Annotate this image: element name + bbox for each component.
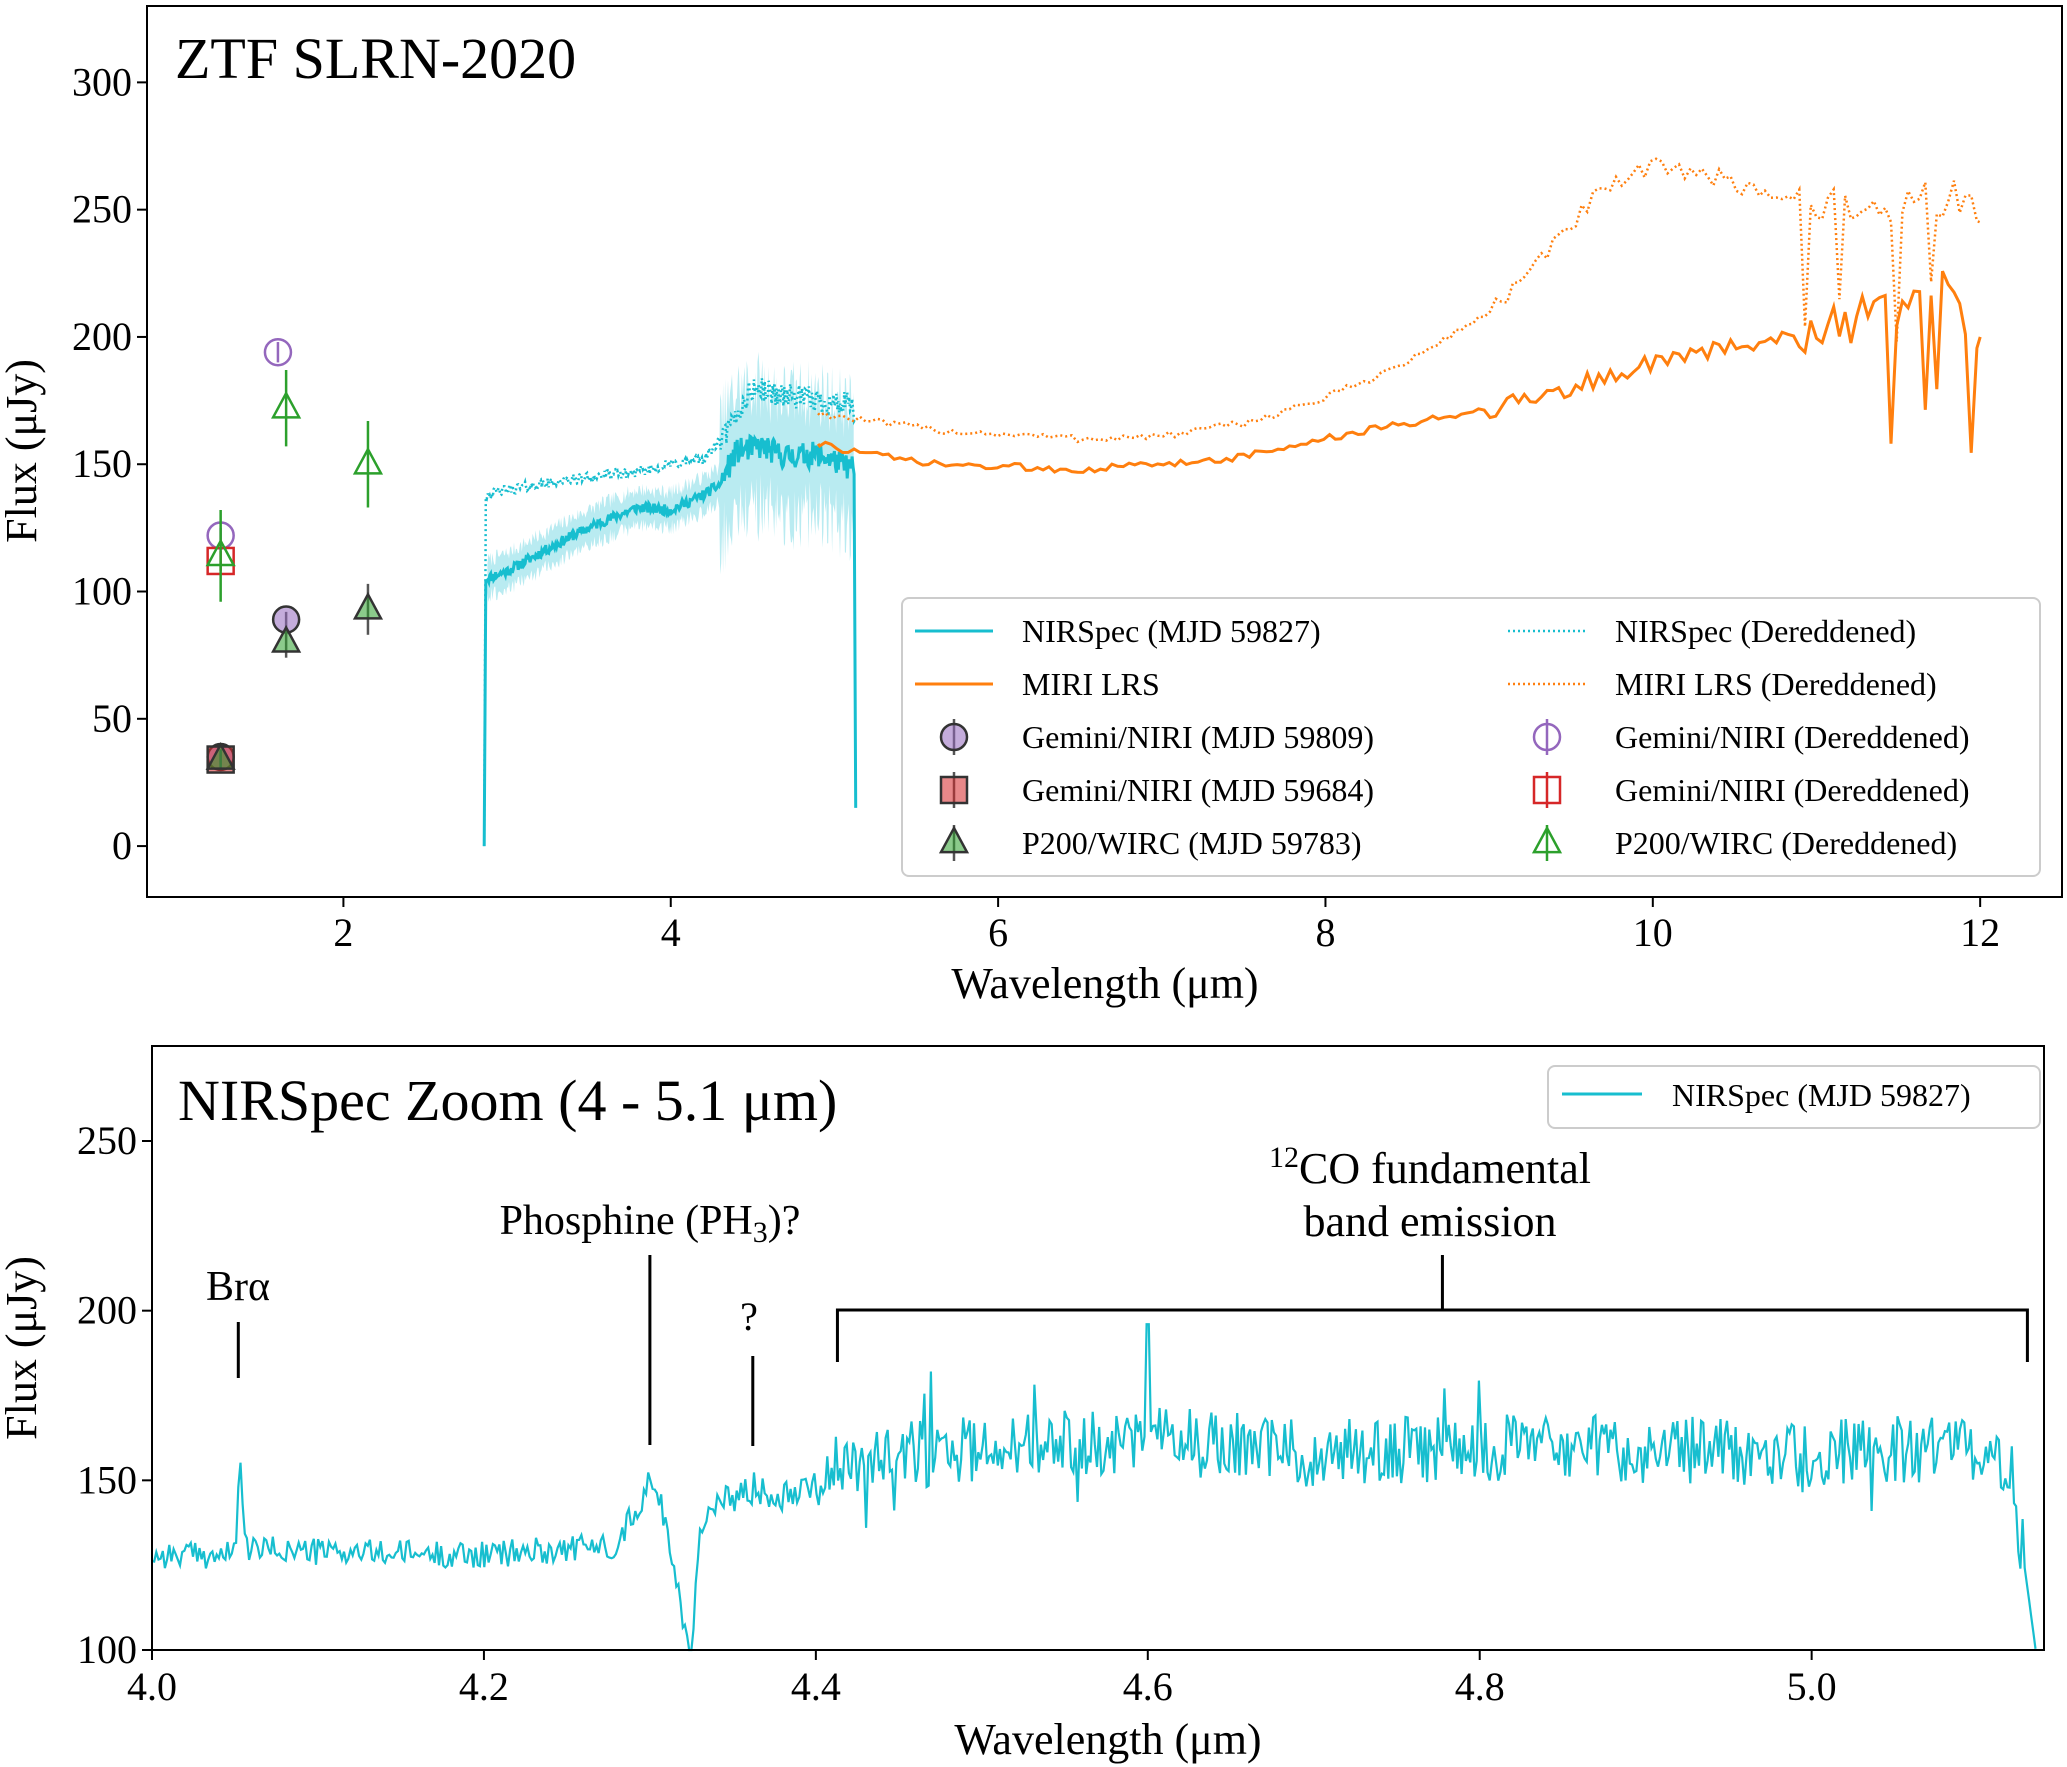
triangle-point bbox=[352, 446, 384, 475]
series-nirspec-mjd-59827- bbox=[482, 433, 858, 847]
legend-label: MIRI LRS bbox=[1022, 666, 1160, 702]
legend-label: Gemini/NIRI (Dereddened) bbox=[1615, 772, 1970, 808]
top-x-ticks: 2 4 6 8 10 12 bbox=[333, 897, 2000, 955]
top-panel: 2 4 6 8 10 12 0 50 100 150 200 250 300 ZTF SLRN-202… bbox=[0, 5, 2063, 1008]
bottom-panel: 4.0 4.2 4.4 4.6 4.8 5.0 100 150 200 250 NIRSpec … bbox=[0, 1045, 2045, 1764]
bottom-x-tick-label: 4.8 bbox=[1455, 1664, 1505, 1709]
legend-label: Gemini/NIRI (MJD 59809) bbox=[1022, 719, 1374, 755]
top-x-tick-label: 2 bbox=[333, 910, 353, 955]
question-label: ? bbox=[740, 1294, 758, 1339]
legend-label: P200/WIRC (MJD 59783) bbox=[1022, 825, 1362, 861]
legend-marker bbox=[1532, 722, 1562, 752]
legend-label: NIRSpec (MJD 59827) bbox=[1022, 613, 1321, 649]
series-miri-lrs-dereddened- bbox=[817, 157, 1981, 444]
bottom-legend-label: NIRSpec (MJD 59827) bbox=[1672, 1077, 1971, 1113]
bottom-y-ticks: 100 150 200 250 bbox=[77, 1118, 152, 1672]
legend-marker bbox=[939, 722, 969, 752]
top-y-tick-label: 250 bbox=[72, 187, 132, 232]
bottom-x-ticks: 4.0 4.2 4.4 4.6 4.8 5.0 bbox=[127, 1650, 1837, 1709]
bottom-y-tick-label: 250 bbox=[77, 1118, 137, 1163]
top-legend: NIRSpec (MJD 59827) NIRSpec (Dereddened) M… bbox=[901, 597, 2041, 877]
bottom-legend-box bbox=[1547, 1065, 2041, 1129]
series-nirspec-zoom bbox=[151, 1323, 2037, 1652]
top-panel-title: ZTF SLRN-2020 bbox=[175, 26, 576, 91]
top-x-axis-label: Wavelength (μm) bbox=[951, 959, 1258, 1008]
legend-label: NIRSpec (Dereddened) bbox=[1615, 613, 1916, 649]
legend-label: MIRI LRS (Dereddened) bbox=[1615, 666, 1937, 702]
triangle-point bbox=[271, 390, 302, 419]
top-series-layer bbox=[482, 157, 1982, 847]
top-y-tick-label: 0 bbox=[112, 823, 132, 868]
bottom-legend: NIRSpec (MJD 59827) bbox=[1547, 1065, 2041, 1129]
triangle-point bbox=[352, 591, 384, 620]
legend-label: Gemini/NIRI (MJD 59684) bbox=[1022, 772, 1374, 808]
bottom-panel-title: NIRSpec Zoom (4 - 5.1 μm) bbox=[178, 1068, 837, 1133]
series-miri-lrs bbox=[816, 270, 1982, 474]
triangle-point bbox=[205, 741, 236, 770]
bottom-y-axis-label: Flux (μJy) bbox=[0, 1256, 46, 1440]
bottom-annotations: Brα Phosphine (PH3)? ? 12CO fundamental … bbox=[206, 1141, 2029, 1446]
series-nirspec-dereddened- bbox=[482, 378, 857, 847]
top-y-tick-label: 100 bbox=[72, 569, 132, 614]
bottom-x-tick-label: 4.6 bbox=[1123, 1664, 1173, 1709]
co-band-label-line1: 12CO fundamental bbox=[1269, 1141, 1591, 1193]
top-y-tick-label: 200 bbox=[72, 314, 132, 359]
top-x-tick-label: 6 bbox=[988, 910, 1008, 955]
bottom-x-tick-label: 4.4 bbox=[791, 1664, 841, 1709]
legend-label: P200/WIRC (Dereddened) bbox=[1615, 825, 1957, 861]
bottom-x-tick-label: 5.0 bbox=[1787, 1664, 1837, 1709]
top-y-tick-label: 150 bbox=[72, 441, 132, 486]
top-x-tick-label: 12 bbox=[1960, 910, 2000, 955]
top-y-axis-label: Flux (μJy) bbox=[0, 359, 46, 543]
top-x-tick-label: 8 bbox=[1315, 910, 1335, 955]
bottom-y-tick-label: 100 bbox=[77, 1627, 137, 1672]
legend-marker bbox=[939, 775, 969, 805]
co-band-label-line2: band emission bbox=[1304, 1197, 1557, 1246]
bottom-x-tick-label: 4.0 bbox=[127, 1664, 177, 1709]
legend-marker bbox=[1532, 775, 1562, 805]
bralpha-label: Brα bbox=[206, 1264, 270, 1310]
bottom-x-axis-label: Wavelength (μm) bbox=[954, 1715, 1261, 1764]
bottom-axes-frame bbox=[151, 1045, 2045, 1651]
bottom-y-tick-label: 200 bbox=[77, 1288, 137, 1333]
triangle-point bbox=[205, 538, 236, 567]
top-y-tick-label: 300 bbox=[72, 59, 132, 104]
bottom-series-layer bbox=[151, 1323, 2037, 1652]
top-y-ticks: 0 50 100 150 200 250 300 bbox=[72, 59, 147, 868]
nirspec-error-band bbox=[487, 351, 854, 602]
top-y-tick-label: 50 bbox=[92, 696, 132, 741]
top-x-tick-label: 10 bbox=[1633, 910, 1673, 955]
bottom-x-tick-label: 4.2 bbox=[459, 1664, 509, 1709]
legend-marker bbox=[938, 825, 970, 854]
legend-label: Gemini/NIRI (Dereddened) bbox=[1615, 719, 1970, 755]
triangle-point bbox=[271, 624, 302, 653]
bottom-y-tick-label: 150 bbox=[77, 1457, 137, 1502]
top-legend-box bbox=[901, 597, 2041, 877]
circle-point bbox=[263, 337, 293, 367]
top-x-tick-label: 4 bbox=[661, 910, 681, 955]
phosphine-label: Phosphine (PH3)? bbox=[500, 1198, 801, 1249]
top-axes-frame bbox=[146, 5, 2063, 898]
co-band-bracket bbox=[835, 1255, 2029, 1362]
top-photometry-layer bbox=[205, 337, 384, 774]
legend-marker bbox=[1531, 825, 1563, 854]
